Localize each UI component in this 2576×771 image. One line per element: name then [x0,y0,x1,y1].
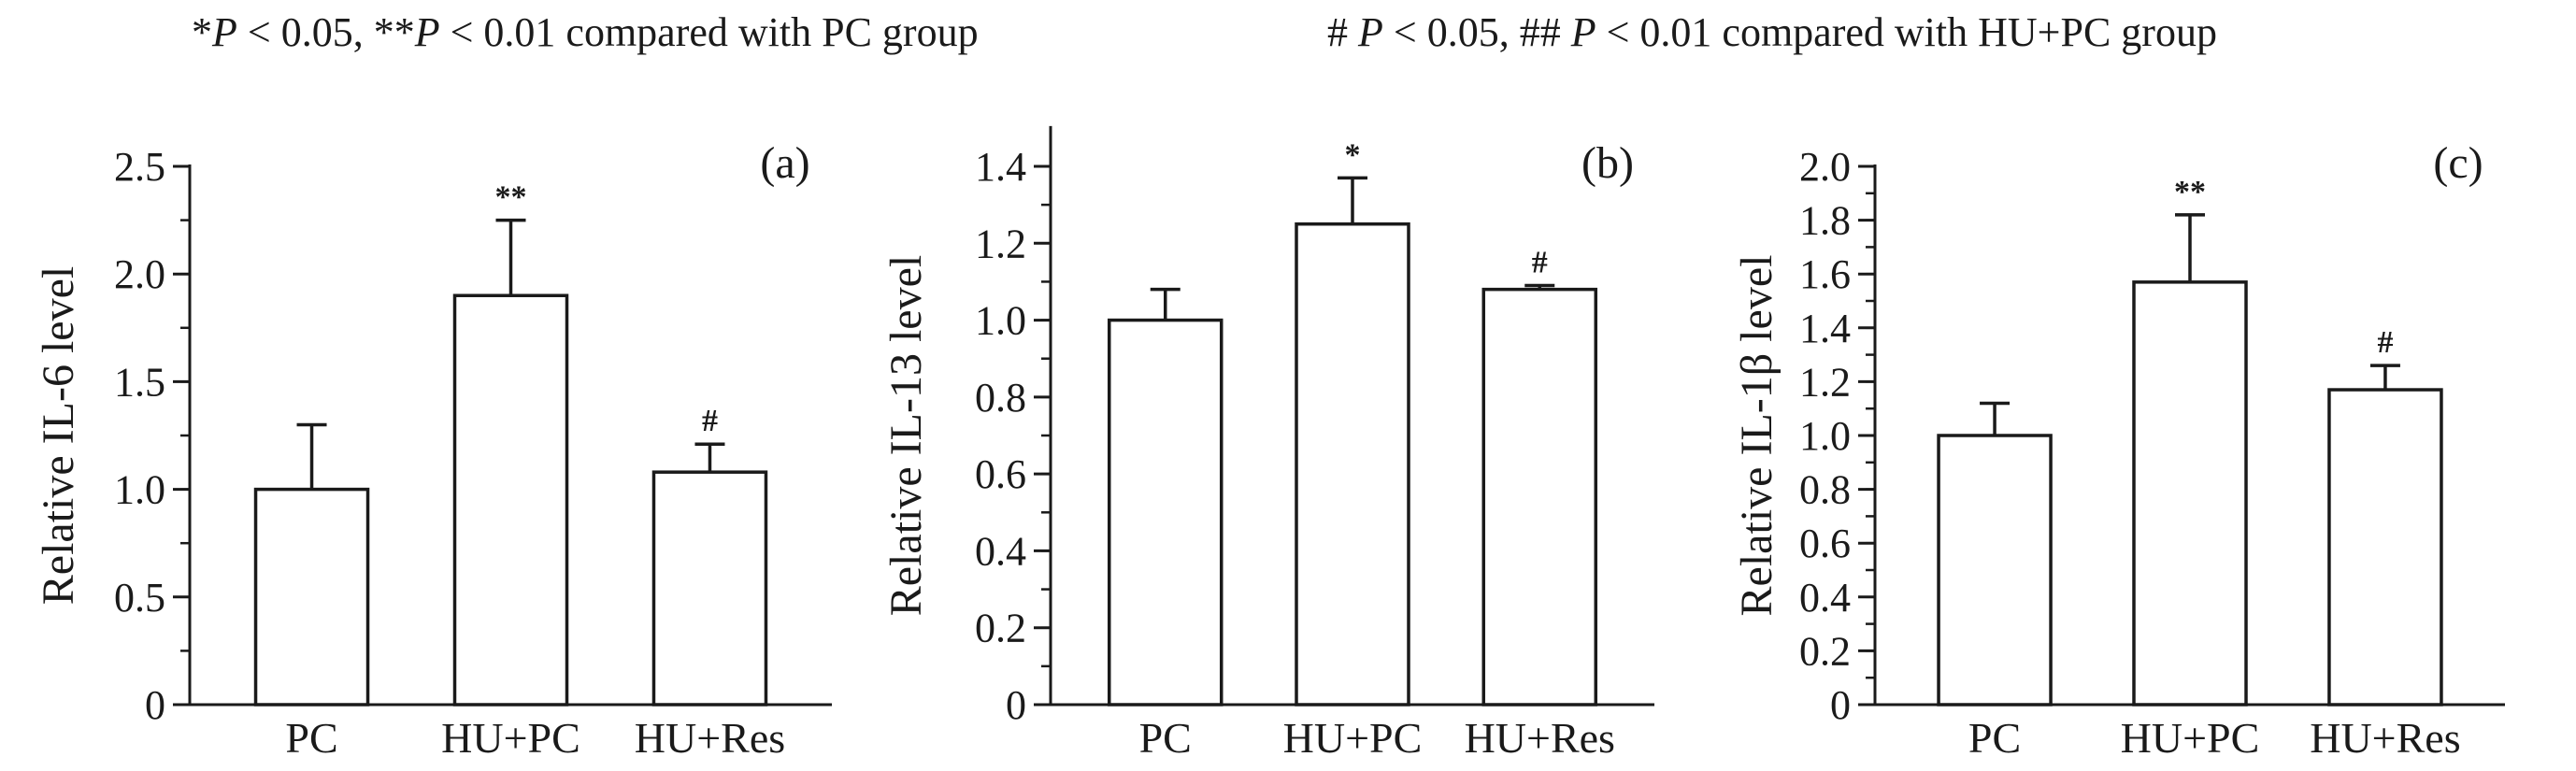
significance-legend-hupc: # P < 0.05, ## P < 0.01 compared with HU… [1327,0,2217,65]
y-tick-label: 2.0 [114,251,165,297]
legend-p: P [1570,9,1596,55]
x-tick-label: PC [285,714,337,762]
y-tick-label: 1.4 [975,144,1026,190]
bar [651,470,768,707]
x-tick-label: PC [1968,714,2021,762]
y-tick-label: 1.5 [114,359,165,405]
significance-mark: # [702,404,718,438]
x-tick-label: HU+PC [1283,714,1423,762]
x-tick-label: HU+PC [2121,714,2260,762]
chart-panel-c: 0 0.2 0.4 0.6 0.8 1.0 1.2 1.4 1.6 1.8 2.0 Relative … [1732,138,2505,762]
x-tick-label: PC [1139,714,1192,762]
legend-p: P [1358,9,1383,55]
y-tick-label: 1.0 [975,298,1026,344]
significance-mark: ** [495,180,527,215]
x-tick-label: HU+PC [441,714,580,762]
chart-panel-b: 0 0.2 0.4 0.6 0.8 1.0 1.2 1.4 Relative IL-13 lev… [881,125,1654,762]
bar [1107,318,1224,707]
y-tick-label: 0.2 [975,606,1026,651]
y-tick-label: 1.0 [1799,413,1851,459]
y-axis-label: Relative IL-1β level [1732,255,1782,617]
y-tick-label: 0.4 [975,528,1026,574]
y-tick-label: 0.6 [1799,521,1851,566]
significance-legend-pc: *P < 0.05, **P < 0.01 compared with PC g… [192,0,979,65]
y-tick-label: 0.8 [1799,467,1851,513]
significance-mark: # [1532,246,1548,280]
legend-text: < 0.01 compared with HU+PC group [1596,9,2217,55]
significance-mark: * [1345,137,1361,172]
legend-text: < 0.05, ## [1382,9,1571,55]
y-tick-label: 0.4 [1799,575,1851,621]
panel-label: (c) [2433,138,2483,188]
y-tick-label: 2.0 [1799,144,1851,190]
y-tick-label: 1.2 [1799,359,1851,405]
chart-panel-a: 0 0.5 1.0 1.5 2.0 2.5 Relative IL-6 level (a) PC… [34,138,832,762]
y-axis-label: Relative IL-13 level [881,255,931,617]
y-tick-label: 0.2 [1799,628,1851,674]
significance-mark: # [2377,325,2393,360]
bar [1295,221,1410,707]
y-tick-label: 1.4 [1799,306,1851,351]
bar [1937,434,2053,707]
legend-p: P [212,9,237,55]
y-tick-label: 0.8 [975,375,1026,421]
y-tick-label: 0 [145,682,165,728]
y-tick-label: 1.6 [1799,251,1851,297]
bar [1481,287,1598,707]
significance-mark: ** [2174,175,2206,209]
x-tick-label: HU+Res [635,714,785,762]
y-tick-label: 2.5 [114,144,165,190]
x-tick-label: HU+Res [1465,714,1615,762]
y-tick-label: 0 [1830,682,1851,728]
y-tick-label: 0.6 [975,451,1026,497]
panel-label: (b) [1581,138,1634,188]
y-tick-label: 1.0 [114,467,165,513]
bar [2132,280,2248,707]
y-axis-label: Relative IL-6 level [34,266,83,606]
panel-label: (a) [760,138,809,188]
x-tick-label: HU+Res [2310,714,2460,762]
legend-p: P [414,9,440,55]
legend-symbol: * [192,9,212,55]
legend-symbol: # [1327,9,1358,55]
y-tick-label: 1.2 [975,221,1026,266]
bar [452,293,569,707]
legend-text: < 0.05, ** [236,9,415,55]
y-tick-label: 1.8 [1799,198,1851,244]
legend-text: < 0.01 compared with PC group [439,9,979,55]
y-tick-label: 0 [1006,682,1026,728]
bar [253,487,370,707]
bar [2327,388,2443,707]
y-tick-label: 0.5 [114,575,165,621]
